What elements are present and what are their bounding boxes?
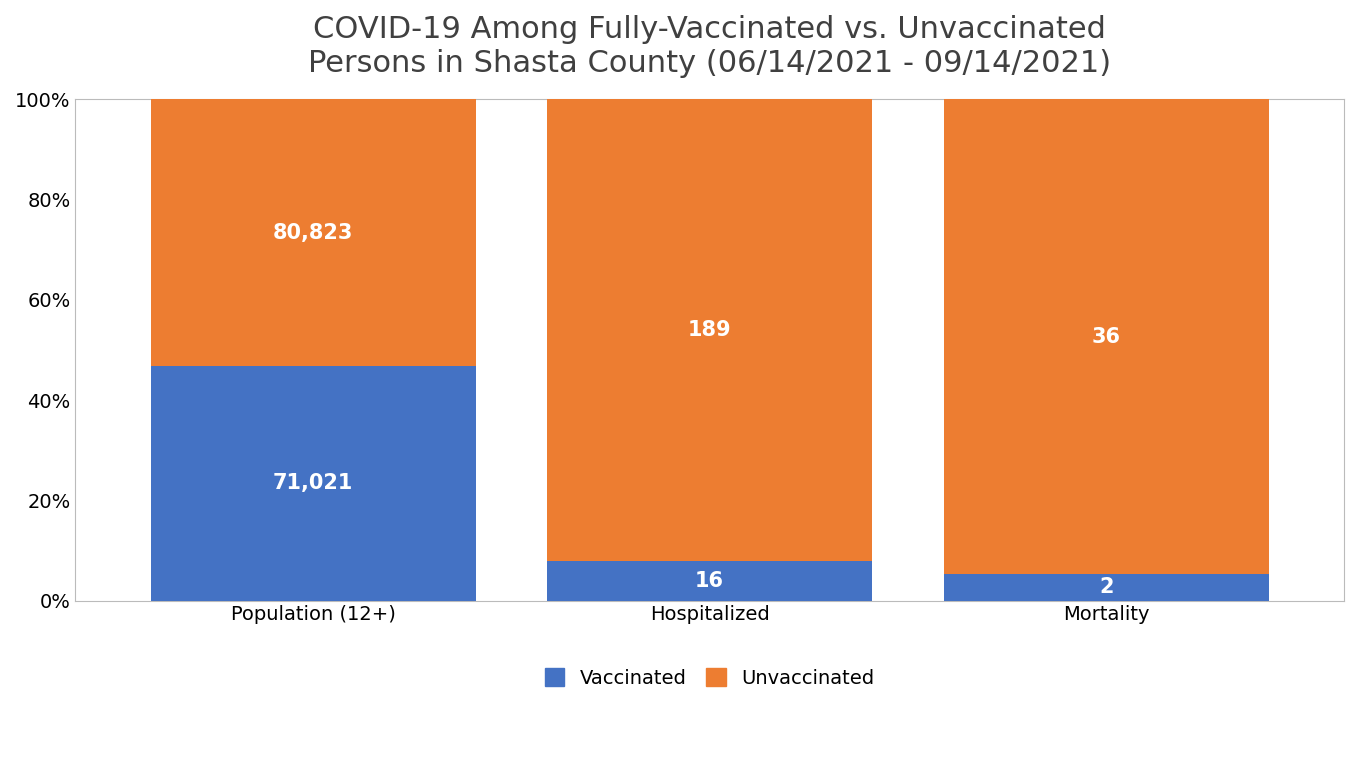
Text: 16: 16	[696, 571, 724, 591]
Text: 80,823: 80,823	[273, 223, 353, 243]
Bar	[151, 99, 476, 366]
Title: COVID-19 Among Fully-Vaccinated vs. Unvaccinated
Persons in Shasta County (06/14: COVID-19 Among Fully-Vaccinated vs. Unva…	[308, 15, 1112, 77]
Text: 36: 36	[1091, 327, 1121, 347]
Bar	[151, 366, 476, 601]
Text: 71,021: 71,021	[273, 474, 353, 493]
Text: 189: 189	[688, 321, 731, 340]
Bar	[943, 99, 1269, 575]
Bar	[548, 562, 872, 601]
Legend: Vaccinated, Unvaccinated: Vaccinated, Unvaccinated	[537, 660, 882, 695]
Bar	[943, 575, 1269, 601]
Text: 2: 2	[1099, 578, 1113, 597]
Bar	[548, 99, 872, 562]
